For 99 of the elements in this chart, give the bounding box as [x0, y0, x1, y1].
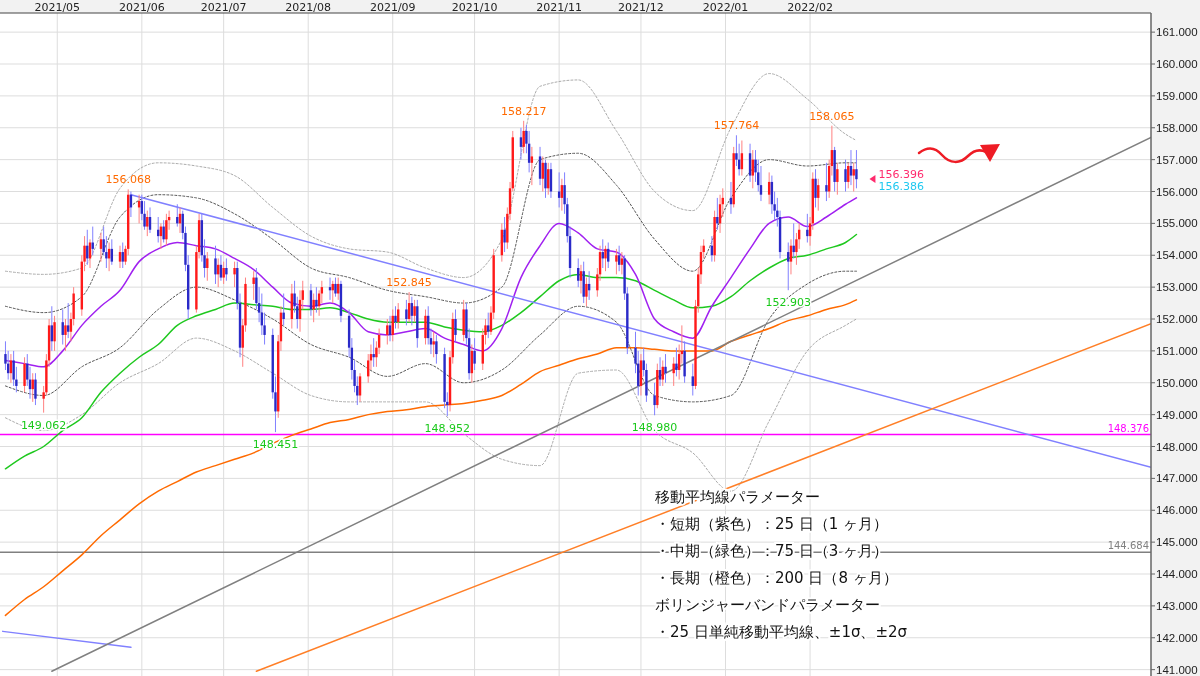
x-tick-label: 2021/10 — [451, 1, 498, 14]
candlestick — [23, 356, 26, 393]
annotation: ・25 日単純移動平均線、±1σ、±2σ — [655, 623, 908, 641]
annotation: 152.845 — [386, 276, 432, 290]
annotation: 157.764 — [713, 119, 760, 133]
x-tick-label: 2021/12 — [618, 1, 664, 14]
candlestick — [604, 245, 607, 272]
candlestick — [435, 334, 438, 365]
ref-line-label: 144.684 — [1107, 540, 1149, 552]
y-tick-label: 160.000 — [1156, 58, 1198, 71]
line-series — [4, 233, 858, 470]
y-tick-label: 156.000 — [1156, 185, 1198, 198]
candlestick — [653, 382, 656, 416]
candlestick — [454, 308, 457, 342]
x-tick-label: 2022/02 — [787, 1, 833, 14]
y-tick-label: 158.000 — [1156, 121, 1198, 134]
candlestick — [503, 216, 506, 253]
candlestick — [233, 261, 236, 288]
candlestick — [282, 293, 285, 326]
candlestick — [716, 197, 719, 231]
candlestick — [162, 219, 165, 243]
candlestick — [405, 299, 408, 326]
candlestick — [34, 372, 37, 406]
candlestick — [836, 162, 839, 196]
x-tick-label: 2021/07 — [200, 1, 247, 14]
candlestick — [585, 277, 588, 307]
annotation: 156.396 — [878, 167, 924, 181]
y-tick-label: 143.000 — [1156, 599, 1198, 612]
y-tick-label: 146.000 — [1156, 504, 1198, 517]
line-series — [4, 318, 857, 492]
x-tick-label: 2021/09 — [369, 1, 416, 14]
annotation: ・短期（紫色）：25 日（1 ヶ月） — [655, 515, 889, 533]
y-tick-label: 161.000 — [1156, 26, 1198, 39]
annotation: ボリンジャーバンドパラメーター — [655, 596, 880, 614]
candlestick — [855, 149, 858, 189]
candlestick — [413, 299, 416, 323]
candlestick — [372, 337, 375, 368]
annotation: 156.386 — [878, 180, 924, 194]
candlestick — [334, 277, 337, 298]
y-tick-label: 157.000 — [1156, 153, 1198, 166]
candlestick — [615, 248, 618, 275]
annotation: 148.980 — [631, 421, 678, 435]
candlestick — [214, 245, 217, 285]
candlestick — [225, 257, 228, 282]
candlestick — [53, 315, 56, 352]
y-tick-label: 150.000 — [1156, 376, 1198, 389]
ref-line-label: 148.376 — [1107, 422, 1149, 434]
candlestick — [487, 312, 490, 339]
candlestick — [672, 356, 675, 387]
candlestick — [620, 251, 624, 275]
candlestick — [825, 162, 828, 202]
y-tick-label: 142.000 — [1156, 631, 1198, 644]
y-tick-label: 159.000 — [1156, 89, 1198, 102]
candlestick — [432, 331, 435, 358]
annotation: 156.068 — [105, 173, 151, 187]
annotation: ・長期（橙色）：200 日（8 ヶ月） — [655, 569, 898, 587]
x-tick-label: 2021/11 — [536, 1, 582, 14]
y-tick-label: 144.000 — [1156, 568, 1198, 581]
x-tick-label: 2022/01 — [702, 1, 749, 14]
candlestick — [792, 222, 795, 259]
annotation: 148.952 — [424, 422, 471, 436]
candlestick — [252, 270, 255, 301]
candlestick — [222, 261, 225, 285]
candlestick — [424, 308, 427, 345]
annotation: ・中期（緑色）：75 日（3 ヶ月） — [655, 542, 889, 560]
candlestick — [473, 337, 476, 371]
line-series — [4, 152, 857, 314]
candlestick — [386, 318, 389, 345]
candlestick — [394, 305, 397, 330]
x-tick-label: 2021/06 — [118, 1, 165, 14]
candlestick — [814, 168, 817, 208]
candlestick — [165, 213, 168, 247]
y-tick-label: 155.000 — [1156, 217, 1198, 230]
annotation: 149.062 — [20, 418, 67, 432]
candlestick — [806, 213, 809, 243]
x-tick-label: 2021/05 — [34, 1, 81, 14]
candlestick — [664, 353, 667, 384]
y-tick-label: 152.000 — [1156, 313, 1198, 326]
y-tick-label: 149.000 — [1156, 408, 1198, 421]
candlestick — [675, 347, 678, 377]
annotation: 152.903 — [765, 296, 811, 310]
line-series — [4, 73, 857, 279]
candlestick — [312, 293, 315, 323]
y-tick-label: 151.000 — [1156, 344, 1198, 357]
y-tick-label: 147.000 — [1156, 472, 1198, 485]
y-tick-label: 154.000 — [1156, 249, 1198, 262]
candlestick — [66, 302, 70, 339]
candlestick — [530, 146, 534, 186]
y-tick-label: 153.000 — [1156, 281, 1198, 294]
candlestick — [64, 318, 67, 352]
annotation: 158.217 — [500, 104, 547, 118]
candlestick — [852, 162, 855, 192]
candlestick — [844, 159, 847, 192]
annotation: 158.065 — [809, 109, 855, 123]
y-tick-label: 145.000 — [1156, 536, 1198, 549]
y-tick-label: 141.000 — [1156, 663, 1198, 676]
x-tick-label: 2021/08 — [285, 1, 332, 14]
candlestick — [315, 286, 318, 314]
y-tick-label: 148.000 — [1156, 440, 1198, 453]
